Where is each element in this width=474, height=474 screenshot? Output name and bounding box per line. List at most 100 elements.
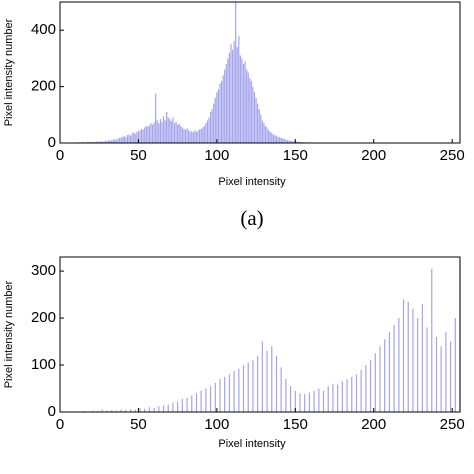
bar xyxy=(115,139,118,143)
bar xyxy=(209,111,212,143)
bar xyxy=(374,353,376,412)
bar xyxy=(272,134,274,143)
bar xyxy=(175,121,177,143)
x-tick-label: 150 xyxy=(283,416,308,433)
bar xyxy=(169,119,171,143)
bar xyxy=(145,126,147,143)
bar xyxy=(280,367,282,412)
bar xyxy=(228,52,231,144)
bar xyxy=(177,124,179,143)
bar xyxy=(246,69,248,143)
bar xyxy=(263,123,265,143)
bar xyxy=(402,299,405,412)
bar xyxy=(299,393,301,412)
bar xyxy=(101,409,103,412)
bar xyxy=(454,318,456,412)
bar xyxy=(239,55,241,143)
bar xyxy=(178,123,180,143)
bar xyxy=(111,410,113,412)
bar xyxy=(206,120,209,143)
bar xyxy=(228,374,231,412)
x-tick-label: 200 xyxy=(361,147,386,164)
bar xyxy=(151,124,154,143)
bar xyxy=(148,407,151,412)
bar xyxy=(115,410,118,412)
bar xyxy=(205,123,207,143)
bar xyxy=(104,140,107,143)
bar xyxy=(98,141,100,143)
bar xyxy=(164,120,166,143)
bar xyxy=(230,44,232,143)
bar xyxy=(184,129,187,143)
bar xyxy=(289,140,292,143)
bar xyxy=(260,114,262,143)
bar xyxy=(158,123,160,143)
bar xyxy=(106,141,108,143)
y-tick-label: 100 xyxy=(31,356,56,373)
bar xyxy=(195,131,198,143)
bar xyxy=(133,132,135,143)
bar xyxy=(186,397,188,412)
bar xyxy=(264,126,267,143)
bar xyxy=(120,137,122,143)
bar xyxy=(291,141,293,143)
bar xyxy=(445,332,447,412)
bar xyxy=(106,410,108,412)
bar xyxy=(209,386,212,412)
bar xyxy=(92,410,94,412)
bar xyxy=(128,134,130,143)
bar xyxy=(252,86,254,143)
bar xyxy=(216,92,218,143)
plot-frame xyxy=(59,256,461,413)
bar xyxy=(134,409,136,412)
bar xyxy=(261,341,263,412)
y-tick-label: 200 xyxy=(31,309,56,326)
y-axis-label: Pixel intensity number xyxy=(3,280,15,388)
bar xyxy=(296,141,298,143)
bar xyxy=(426,327,428,412)
bar xyxy=(144,408,146,412)
bar xyxy=(421,303,423,412)
bar xyxy=(153,122,155,143)
bar xyxy=(269,131,271,143)
bar xyxy=(355,374,358,412)
x-tick-label: 0 xyxy=(56,147,64,164)
bar xyxy=(285,379,287,412)
bar xyxy=(242,365,245,412)
bar xyxy=(277,136,279,143)
bar xyxy=(181,398,183,412)
bar xyxy=(136,131,138,143)
bar xyxy=(279,137,281,143)
bar xyxy=(238,35,240,144)
bar xyxy=(139,408,141,412)
bar xyxy=(219,379,221,412)
bar xyxy=(235,2,237,143)
bar xyxy=(117,138,119,143)
bar xyxy=(167,117,169,143)
bar xyxy=(108,140,110,143)
bar xyxy=(170,121,172,143)
bar xyxy=(258,109,260,143)
bar xyxy=(379,346,381,412)
bar xyxy=(275,135,278,143)
bar xyxy=(388,332,391,412)
bar xyxy=(129,409,132,412)
bar xyxy=(341,381,343,412)
bar xyxy=(205,388,207,412)
bar xyxy=(214,382,216,412)
bar xyxy=(191,131,193,143)
x-axis-label: Pixel intensity xyxy=(218,176,286,188)
bar xyxy=(440,346,442,412)
bar xyxy=(360,369,362,412)
bar xyxy=(90,141,92,143)
bar xyxy=(199,129,201,143)
bar xyxy=(183,128,185,143)
y-tick-label: 0 xyxy=(48,134,56,151)
y-axis-label: Pixel intensity number xyxy=(3,18,15,126)
bar xyxy=(288,140,290,143)
bar xyxy=(126,135,129,143)
bar xyxy=(318,388,320,412)
bar xyxy=(89,141,91,143)
bar xyxy=(299,141,301,143)
